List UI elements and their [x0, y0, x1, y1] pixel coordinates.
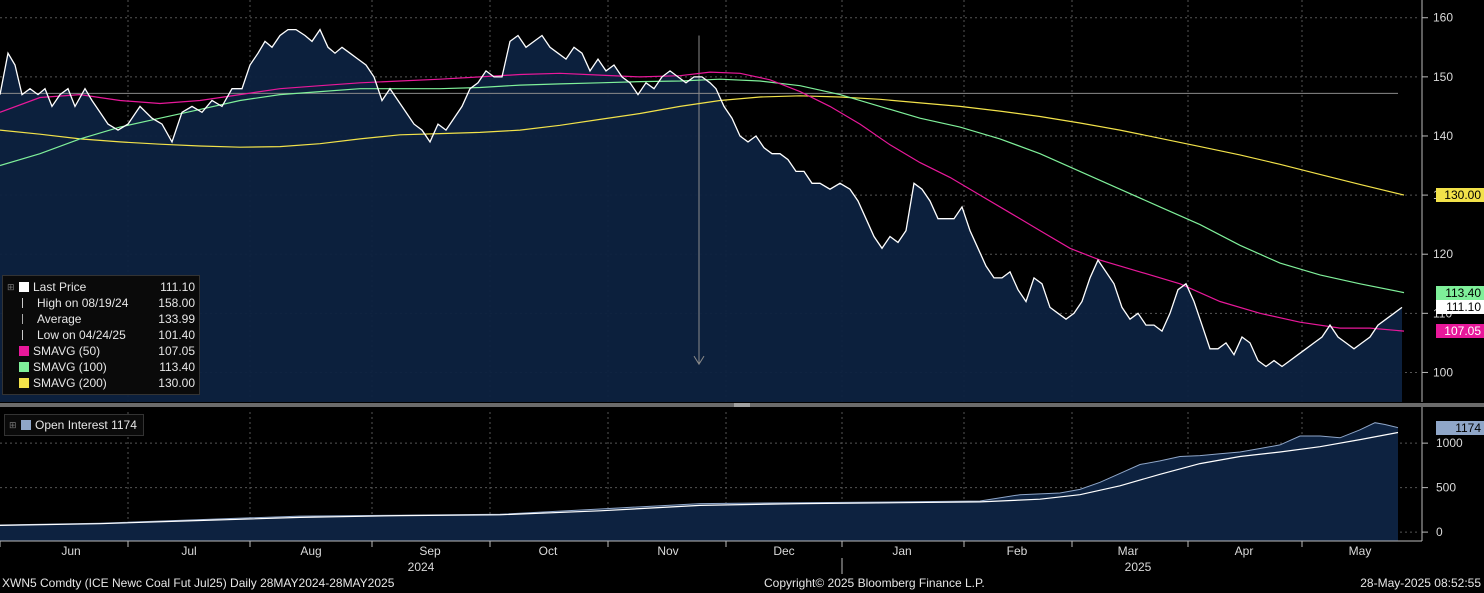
open-interest-value: 1174 — [111, 418, 137, 432]
oi-y-tick-label: 500 — [1436, 481, 1456, 495]
legend-value: 101.40 — [158, 328, 195, 342]
legend-label: High on 08/19/24 — [37, 296, 129, 310]
open-interest-area — [0, 422, 1398, 541]
legend-swatch — [19, 282, 29, 292]
y-tick-label: 120 — [1433, 247, 1453, 261]
x-tick-label: Oct — [539, 544, 558, 558]
legend-value: 133.99 — [158, 312, 195, 326]
x-tick-label: Jan — [892, 544, 911, 558]
y-tick-label: 100 — [1433, 365, 1453, 379]
price-tag: 1174 — [1436, 420, 1484, 435]
expand-icon[interactable]: ⊞ — [9, 420, 17, 430]
panel-resize-handle — [734, 403, 750, 407]
legend-swatch — [19, 346, 29, 356]
x-tick-label: Jun — [61, 544, 80, 558]
price-legend: ⊞ Last Price 111.10 High on 08/19/24 158.00 A… — [2, 275, 200, 395]
open-interest-swatch — [21, 420, 31, 430]
open-interest-label: Open Interest — [35, 418, 108, 432]
legend-row[interactable]: SMAVG (100) 113.40 — [7, 359, 195, 375]
x-tick-label: Nov — [657, 544, 678, 558]
legend-value: 158.00 — [158, 296, 195, 310]
series-open-interest-avg — [0, 431, 1399, 526]
legend-label: SMAVG (50) — [33, 344, 101, 358]
price-tag: 111.10 — [1436, 299, 1484, 314]
legend-row[interactable]: Low on 04/24/25 101.40 — [7, 327, 195, 343]
open-interest-legend: ⊞ Open Interest 1174 — [4, 414, 144, 436]
series-smavg-200- — [0, 95, 1405, 196]
x-tick-label: May — [1349, 544, 1372, 558]
legend-row[interactable]: High on 08/19/24 158.00 — [7, 295, 195, 311]
footer-security-info: XWN5 Comdty (ICE Newc Coal Fut Jul25) Da… — [2, 576, 395, 590]
price-tag: 107.05 — [1436, 323, 1484, 338]
y-tick-label: 140 — [1433, 129, 1453, 143]
x-tick-label: Dec — [773, 544, 794, 558]
x-axis: Jun Jul Aug Sep Oct Nov Dec Jan Feb Mar Apr May 2024… — [0, 541, 1371, 574]
price-tag: 113.40 — [1436, 286, 1484, 301]
footer-timestamp: 28-May-2025 08:52:55 — [1360, 576, 1481, 590]
y-tick-label: 160 — [1433, 11, 1453, 25]
legend-value: 107.05 — [158, 344, 195, 358]
legend-row[interactable]: ⊞ Last Price 111.10 — [7, 279, 195, 295]
legend-row[interactable]: Average 133.99 — [7, 311, 195, 327]
year-label: 2024 — [408, 560, 435, 574]
year-label: 2025 — [1125, 560, 1152, 574]
x-tick-label: Jul — [181, 544, 196, 558]
legend-label: Last Price — [33, 280, 87, 294]
legend-label: SMAVG (200) — [33, 376, 107, 390]
series-smavg-100- — [0, 78, 1405, 294]
oi-y-tick-label: 0 — [1436, 525, 1443, 539]
x-tick-label: Feb — [1007, 544, 1028, 558]
legend-row[interactable]: SMAVG (200) 130.00 — [7, 375, 195, 391]
price-panel: 100110120130140150160 — [0, 0, 1453, 402]
legend-label: Low on 04/24/25 — [37, 328, 126, 342]
legend-value: 113.40 — [159, 360, 195, 374]
legend-label: Average — [37, 312, 82, 326]
legend-value: 111.10 — [160, 280, 195, 294]
x-tick-label: Apr — [1235, 544, 1254, 558]
legend-swatch — [22, 314, 27, 324]
legend-swatch — [22, 330, 27, 340]
price-area — [0, 29, 1402, 402]
oi-y-tick-label: 1000 — [1436, 436, 1463, 450]
series-last-price — [0, 28, 1403, 368]
x-tick-label: Mar — [1118, 544, 1139, 558]
price-tag: 130.00 — [1436, 188, 1484, 203]
legend-row[interactable]: SMAVG (50) 107.05 — [7, 343, 195, 359]
y-tick-label: 150 — [1433, 70, 1453, 84]
series-smavg-50- — [0, 71, 1405, 332]
legend-swatch — [19, 378, 29, 388]
x-tick-label: Aug — [300, 544, 321, 558]
x-tick-label: Sep — [419, 544, 441, 558]
open-interest-panel: 0 500 1000 — [0, 412, 1463, 541]
legend-value: 130.00 — [158, 376, 195, 390]
legend-toggle-icon[interactable]: ⊞ — [7, 282, 15, 292]
low-arrow-icon — [693, 355, 705, 366]
legend-swatch — [22, 298, 27, 308]
legend-label: SMAVG (100) — [33, 360, 107, 374]
legend-swatch — [19, 362, 29, 372]
footer-copyright: Copyright© 2025 Bloomberg Finance L.P. — [764, 576, 985, 590]
